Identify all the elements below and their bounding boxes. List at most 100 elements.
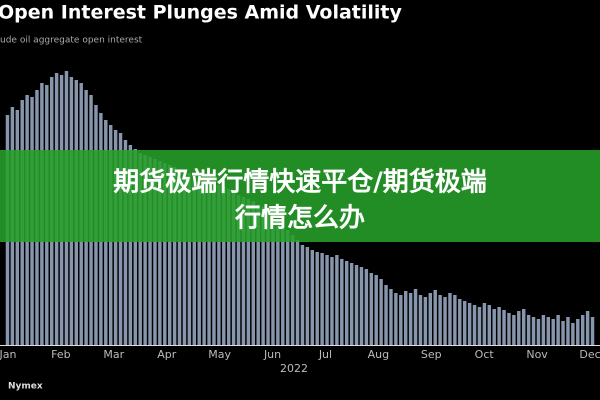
bar bbox=[172, 167, 177, 345]
bar bbox=[438, 295, 442, 345]
bar bbox=[467, 303, 472, 345]
bar bbox=[536, 319, 541, 345]
source: Nymex bbox=[8, 382, 43, 392]
bar bbox=[374, 275, 378, 345]
bar bbox=[517, 311, 521, 345]
bar bbox=[521, 309, 526, 345]
bar bbox=[226, 189, 231, 345]
bar bbox=[359, 267, 364, 345]
banner-background bbox=[0, 150, 600, 242]
bar bbox=[428, 293, 433, 345]
bar bbox=[585, 311, 590, 345]
bar bbox=[507, 313, 511, 345]
bar bbox=[241, 197, 246, 345]
bar bbox=[477, 307, 482, 345]
bar bbox=[167, 165, 172, 345]
bar bbox=[512, 315, 516, 345]
bar bbox=[526, 315, 531, 345]
bar bbox=[423, 297, 428, 345]
x-tick-label: Apr bbox=[157, 348, 177, 361]
bar bbox=[576, 319, 580, 345]
bar bbox=[123, 140, 128, 345]
x-tick-label: Aug bbox=[368, 348, 389, 361]
x-tick-label: Jan bbox=[0, 348, 17, 361]
bar bbox=[571, 323, 575, 345]
bar bbox=[163, 163, 167, 345]
x-tick-label: Jul bbox=[318, 348, 332, 361]
bar bbox=[556, 315, 560, 345]
bar bbox=[222, 187, 226, 345]
bar bbox=[187, 173, 192, 345]
bar bbox=[217, 185, 221, 345]
bar bbox=[448, 293, 452, 345]
chart-subtitle: ude oil aggregate open interest bbox=[0, 36, 143, 46]
bar bbox=[590, 317, 595, 345]
bar bbox=[418, 295, 423, 345]
banner-line: 期货极端行情快速平仓/期货极端 bbox=[113, 167, 487, 198]
bar bbox=[143, 155, 147, 345]
bar bbox=[335, 255, 339, 345]
bar bbox=[251, 201, 256, 345]
bar bbox=[487, 305, 492, 345]
bar bbox=[394, 293, 398, 345]
bar bbox=[300, 245, 305, 345]
bar bbox=[256, 205, 260, 345]
bar bbox=[340, 259, 344, 345]
bar bbox=[246, 199, 251, 345]
bar bbox=[281, 225, 285, 345]
bar bbox=[502, 310, 506, 345]
bar bbox=[276, 220, 280, 345]
bar bbox=[315, 252, 319, 345]
chart-title: Open Interest Plunges Amid Volatility bbox=[0, 2, 402, 24]
bar bbox=[290, 235, 295, 345]
bar bbox=[271, 215, 275, 345]
bar bbox=[566, 317, 570, 345]
bar bbox=[158, 161, 162, 345]
bar bbox=[453, 295, 457, 345]
bar bbox=[261, 207, 265, 345]
x-tick-label: Sep bbox=[421, 348, 442, 361]
x-tick-label: May bbox=[208, 348, 231, 361]
bar bbox=[354, 265, 359, 345]
bar bbox=[408, 293, 413, 345]
bar bbox=[310, 250, 315, 345]
bar bbox=[413, 289, 418, 345]
bar bbox=[551, 319, 555, 345]
x-ticks: Jan Feb Mar Apr May Jun Jul Aug Sep Oct Nov Dec bbox=[0, 348, 600, 361]
bar bbox=[433, 290, 437, 345]
bar bbox=[285, 230, 290, 345]
bar bbox=[541, 315, 546, 345]
x-tick-label: Oct bbox=[475, 348, 495, 361]
bar bbox=[458, 299, 462, 345]
bar bbox=[580, 315, 585, 345]
bar bbox=[344, 261, 349, 345]
bar bbox=[320, 253, 324, 345]
bar bbox=[212, 183, 216, 345]
bar bbox=[182, 171, 187, 345]
bar bbox=[482, 303, 487, 345]
bar bbox=[384, 285, 388, 345]
bar bbox=[379, 279, 383, 345]
bar bbox=[202, 179, 206, 345]
bar bbox=[305, 247, 310, 345]
bar bbox=[197, 177, 201, 345]
bar bbox=[192, 175, 197, 345]
bar bbox=[492, 309, 496, 345]
bar bbox=[266, 210, 270, 345]
bar bbox=[369, 273, 374, 345]
bar bbox=[389, 289, 393, 345]
bar bbox=[546, 317, 551, 345]
bar bbox=[153, 159, 157, 345]
bar bbox=[236, 195, 241, 345]
bar bbox=[133, 149, 138, 345]
bar bbox=[561, 321, 565, 345]
bar bbox=[462, 301, 467, 345]
bar bbox=[472, 305, 477, 345]
x-tick-label: Mar bbox=[103, 348, 124, 361]
bar bbox=[177, 169, 182, 345]
bar bbox=[364, 269, 369, 345]
bar bbox=[349, 263, 354, 345]
bar bbox=[531, 317, 536, 345]
bar bbox=[207, 181, 211, 345]
